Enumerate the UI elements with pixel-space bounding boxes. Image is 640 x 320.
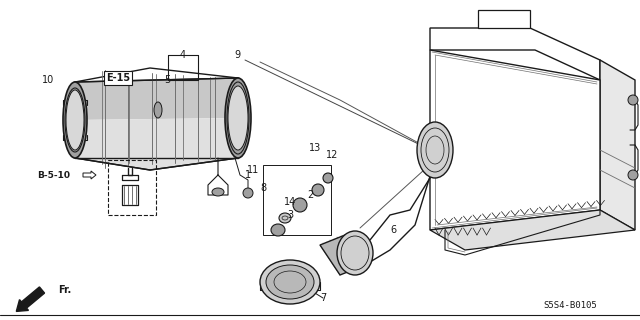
Text: S5S4-B0105: S5S4-B0105 bbox=[543, 300, 597, 309]
Polygon shape bbox=[430, 50, 600, 230]
Ellipse shape bbox=[312, 184, 324, 196]
Ellipse shape bbox=[293, 198, 307, 212]
Ellipse shape bbox=[417, 122, 453, 178]
Ellipse shape bbox=[337, 231, 373, 275]
Ellipse shape bbox=[63, 82, 87, 158]
Polygon shape bbox=[430, 28, 600, 80]
Ellipse shape bbox=[228, 86, 248, 150]
Text: 3: 3 bbox=[287, 210, 293, 220]
Text: B-5-10: B-5-10 bbox=[37, 171, 70, 180]
Ellipse shape bbox=[266, 265, 314, 299]
FancyArrow shape bbox=[83, 171, 96, 179]
Polygon shape bbox=[600, 60, 635, 230]
Bar bbox=[263, 165, 331, 235]
Ellipse shape bbox=[260, 260, 320, 304]
Polygon shape bbox=[75, 78, 238, 120]
Ellipse shape bbox=[279, 213, 291, 223]
Text: 8: 8 bbox=[260, 183, 266, 193]
Polygon shape bbox=[75, 118, 238, 170]
Text: 7: 7 bbox=[320, 293, 326, 303]
Ellipse shape bbox=[212, 188, 224, 196]
Text: 11: 11 bbox=[247, 165, 259, 175]
Text: 2: 2 bbox=[307, 190, 313, 200]
Ellipse shape bbox=[628, 170, 638, 180]
Text: 4: 4 bbox=[180, 50, 186, 60]
Text: 1: 1 bbox=[245, 170, 251, 180]
Ellipse shape bbox=[323, 173, 333, 183]
Text: 12: 12 bbox=[326, 150, 338, 160]
Bar bbox=[108, 160, 156, 215]
Ellipse shape bbox=[66, 90, 84, 150]
Text: 6: 6 bbox=[390, 225, 396, 235]
Text: 13: 13 bbox=[309, 143, 321, 153]
Text: E-15: E-15 bbox=[106, 73, 130, 83]
Text: 10: 10 bbox=[42, 75, 54, 85]
Text: Fr.: Fr. bbox=[58, 285, 71, 295]
Text: 9: 9 bbox=[234, 50, 240, 60]
Ellipse shape bbox=[225, 78, 251, 158]
Text: 14: 14 bbox=[284, 197, 296, 207]
Ellipse shape bbox=[154, 102, 162, 118]
Polygon shape bbox=[478, 10, 530, 28]
Text: 5: 5 bbox=[164, 75, 170, 85]
FancyArrow shape bbox=[16, 287, 45, 311]
Polygon shape bbox=[430, 210, 635, 250]
Ellipse shape bbox=[271, 224, 285, 236]
Ellipse shape bbox=[243, 188, 253, 198]
Ellipse shape bbox=[628, 95, 638, 105]
Polygon shape bbox=[320, 235, 365, 275]
